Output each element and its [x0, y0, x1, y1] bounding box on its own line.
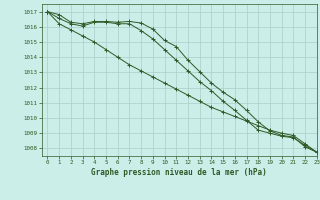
X-axis label: Graphe pression niveau de la mer (hPa): Graphe pression niveau de la mer (hPa): [91, 168, 267, 177]
